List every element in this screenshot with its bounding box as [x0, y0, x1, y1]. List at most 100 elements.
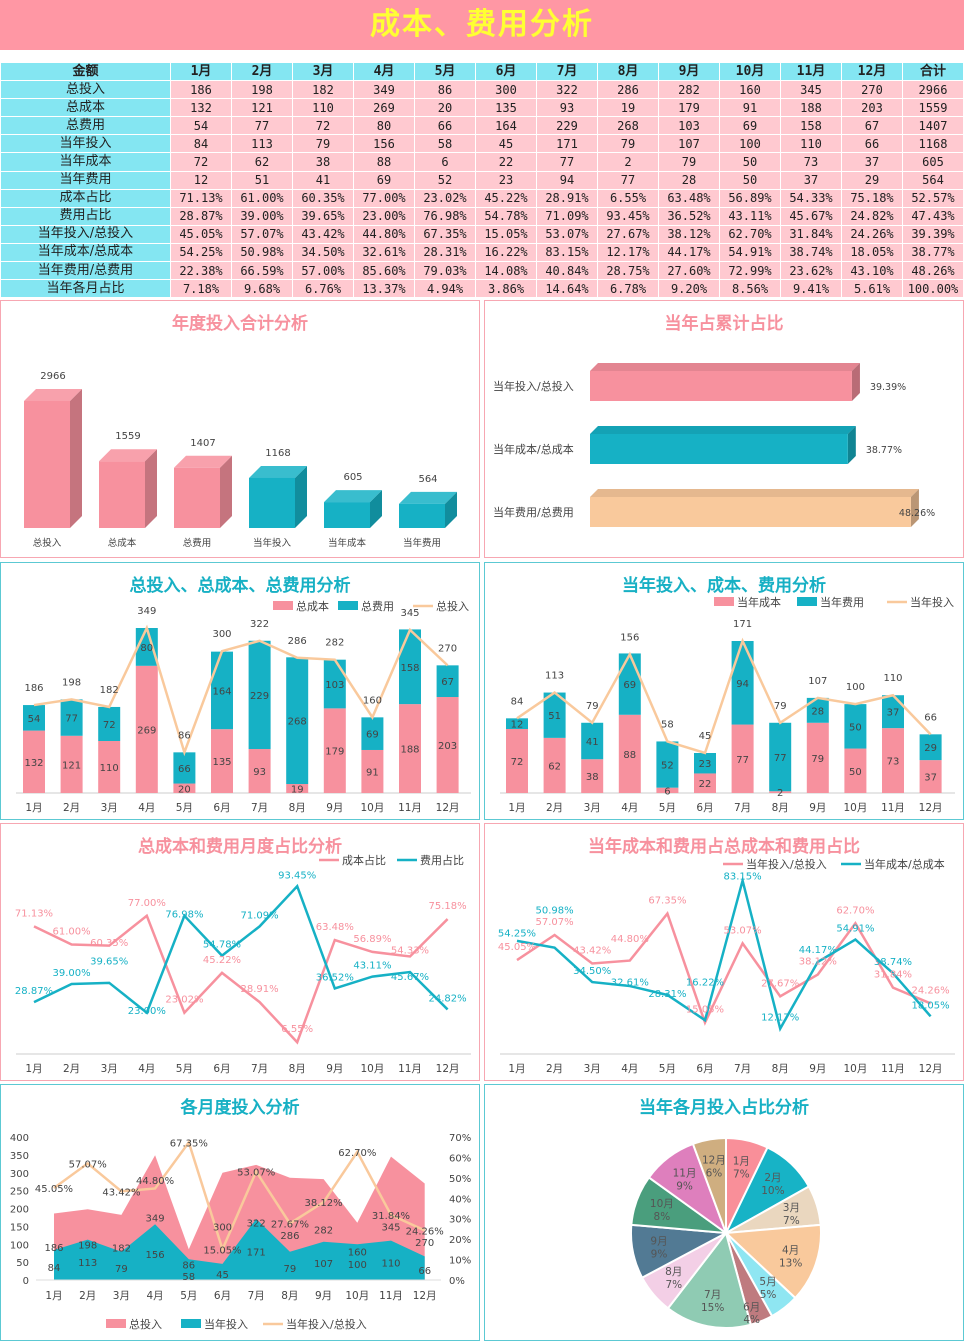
x-tick-label: 5月	[176, 1063, 193, 1075]
data-label: 113	[545, 671, 564, 682]
table-cell: 80	[353, 116, 415, 136]
bar-当年成本	[844, 748, 867, 793]
slice-label: 12月	[702, 1155, 726, 1167]
row-label: 总费用	[0, 116, 171, 136]
bar-总费用	[323, 659, 346, 709]
data-label: 12.17%	[761, 1013, 799, 1024]
slice-value: 13%	[779, 1257, 802, 1269]
bar	[590, 497, 911, 527]
table-cell: 62.70%	[719, 224, 781, 244]
slice-label: 4月	[782, 1244, 799, 1256]
table-cell: 77	[231, 116, 293, 136]
table-cell: 44.80%	[353, 224, 415, 244]
bar-总成本	[60, 735, 83, 793]
table-cell: 18.05%	[841, 242, 903, 263]
table-cell: 1559	[902, 98, 964, 118]
slice-value: 5%	[760, 1289, 777, 1301]
table-cell: 28.75%	[597, 261, 659, 281]
bar	[324, 502, 370, 528]
data-label: 39.39%	[870, 382, 906, 393]
data-label: 43.11%	[353, 961, 391, 972]
bar-side	[851, 363, 860, 401]
data-label: 16.22%	[686, 978, 724, 989]
bar	[24, 401, 70, 528]
data-table: 金额 1月 2月 3月 4月 5月 6月 7月 8月 9月 10月 11月 12月 合计 总投入 186 198…	[0, 61, 964, 299]
data-label: 270	[415, 1238, 434, 1249]
table-cell: 71.13%	[170, 188, 232, 208]
table-cell: 28.91%	[536, 188, 598, 208]
x-tick-label: 3月	[101, 802, 118, 814]
table-cell: 39.00%	[231, 206, 293, 226]
table-cell: 9.68%	[231, 279, 293, 299]
x-tick-label: 9月	[326, 802, 343, 814]
slice-label: 7月	[704, 1289, 721, 1301]
chart-annual-totals: 年度投入合计分析 2966 总投入 1559 总成本 1407 总费用 1168 当年投入 605…	[0, 300, 480, 558]
x-tick-label: 5月	[659, 802, 676, 814]
data-label: 158	[400, 663, 419, 674]
data-label: 91	[366, 767, 379, 778]
x-tick-label: 10月	[360, 802, 384, 814]
y-left-tick: 300	[10, 1169, 29, 1180]
data-label: 86	[178, 730, 191, 741]
x-tick-label: 2月	[546, 1063, 563, 1075]
row-label: 当年费用	[0, 170, 171, 190]
x-tick-label: 8月	[772, 802, 789, 814]
data-label: 31.84%	[372, 1211, 410, 1222]
data-label: 186	[44, 1243, 63, 1254]
legend-label: 当年投入	[204, 1317, 248, 1331]
data-label: 45.05%	[35, 1184, 73, 1195]
x-tick-label: 6月	[213, 1063, 230, 1075]
bar	[399, 503, 445, 528]
table-cell: 50	[719, 152, 781, 172]
table-cell: 58	[414, 134, 476, 154]
pie-slice-4月	[723, 1223, 822, 1300]
data-label: 73	[887, 757, 900, 768]
bar-当年费用	[543, 692, 566, 738]
data-label: 48.26%	[899, 508, 935, 519]
table-cell: 47.43%	[902, 206, 964, 226]
table-row: 当年费用 12 51 41 69 52 23 94 77 28 50 37 29 564	[0, 170, 964, 190]
chart-title: 当年各月投入占比分析	[639, 1098, 809, 1118]
column-header: 1月	[170, 61, 232, 82]
data-label: 107	[808, 676, 827, 687]
category-label: 总成本	[108, 537, 137, 549]
table-row: 当年各月占比 7.18% 9.68% 6.76% 13.37% 4.94% 3.86% 14.…	[0, 279, 964, 299]
data-label: 54.78%	[203, 940, 241, 951]
x-tick-label: 12月	[436, 1063, 460, 1075]
table-cell: 605	[902, 152, 964, 172]
column-header: 4月	[353, 61, 415, 82]
data-label: 44.17%	[799, 945, 837, 956]
data-label: 156	[146, 1250, 165, 1261]
table-cell: 37	[841, 152, 903, 172]
chart-title: 当年占累计占比	[664, 314, 784, 334]
line-当年投入	[516, 637, 932, 755]
bar-当年费用	[919, 734, 942, 761]
bar-side	[370, 490, 382, 528]
data-label: 605	[343, 472, 362, 483]
table-cell: 16.22%	[475, 242, 537, 263]
x-tick-label: 1月	[508, 802, 525, 814]
table-cell: 110	[780, 134, 842, 154]
bar-总成本	[98, 740, 121, 793]
data-label: 186	[24, 683, 43, 694]
table-cell: 52.57%	[902, 188, 964, 208]
data-label: 171	[733, 619, 752, 630]
table-cell: 3.86%	[475, 279, 537, 299]
data-label: 57.07%	[536, 917, 574, 928]
table-cell: 268	[597, 116, 659, 136]
data-label: 93	[253, 767, 266, 778]
legend-swatch	[797, 597, 817, 606]
x-tick-label: 7月	[734, 802, 751, 814]
table-cell: 91	[719, 98, 781, 118]
data-label: 24.26%	[912, 985, 950, 996]
table-cell: 39.65%	[292, 206, 354, 226]
data-label: 23	[699, 759, 712, 770]
data-label: 100	[846, 682, 865, 693]
data-label: 345	[400, 608, 419, 619]
data-label: 79	[774, 701, 787, 712]
table-cell: 56.89%	[719, 188, 781, 208]
data-label: 6	[664, 786, 670, 797]
data-label: 27.67%	[761, 978, 799, 989]
x-tick-label: 6月	[696, 1063, 713, 1075]
bar-当年成本	[656, 787, 679, 793]
